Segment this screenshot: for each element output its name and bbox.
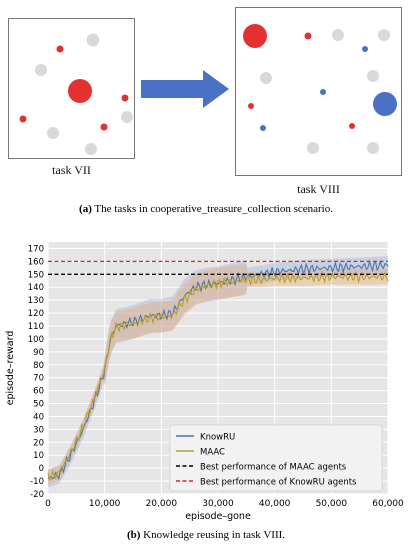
x-tick-label: 10,000	[89, 499, 121, 509]
blue-treasure-bank	[373, 92, 397, 116]
legend-label-maac: MAAC	[200, 448, 225, 458]
task-vii-panel	[8, 18, 135, 159]
red-agent	[349, 123, 355, 129]
y-tick-label: 130	[28, 296, 44, 306]
x-tick-label: 50,000	[316, 499, 348, 509]
series-lines	[47, 259, 389, 482]
x-axis-ticks: 0 10,000 20,000 30,000 40,000 50,000 60,000	[45, 499, 404, 509]
y-tick-label: 70	[33, 374, 44, 384]
variance-bands	[48, 256, 388, 488]
gray-landmark	[85, 143, 97, 155]
y-tick-label: 40	[33, 412, 44, 422]
variance-band	[48, 256, 388, 488]
red-agent	[19, 115, 27, 123]
legend-label-knowru: KnowRU	[200, 433, 235, 443]
task-vii-scene	[19, 33, 133, 155]
red-agent	[100, 123, 108, 131]
legend-label-best-maac: Best performance of MAAC agents	[200, 463, 347, 473]
task-viii-scene	[243, 24, 397, 154]
task-vii-label: task VII	[52, 163, 91, 177]
gray-landmark	[260, 72, 272, 84]
y-tick-label: 20	[33, 438, 44, 448]
legend: KnowRU MAAC Best performance of MAAC age…	[169, 424, 383, 492]
blue-agent	[320, 89, 326, 95]
y-tick-label: 0	[39, 464, 44, 474]
y-tick-label: 50	[33, 400, 44, 410]
reward-chart: 0 10,000 20,000 30,000 40,000 50,000 60,000 -2…	[5, 242, 404, 522]
red-agent	[56, 45, 64, 53]
gray-landmark	[121, 111, 133, 123]
gray-landmark	[378, 29, 390, 41]
gray-landmark	[367, 142, 379, 154]
x-tick-label: 20,000	[146, 499, 178, 509]
y-tick-label: 100	[28, 335, 44, 345]
gray-landmark	[47, 127, 59, 139]
y-tick-label: 30	[33, 425, 44, 435]
x-tick-label: 60,000	[372, 499, 404, 509]
series-line	[47, 270, 389, 482]
variance-band	[48, 264, 388, 485]
y-axis-label: episode–reward	[5, 331, 16, 406]
gray-landmark	[367, 70, 379, 82]
transition-arrow-icon	[141, 70, 229, 108]
y-tick-label: 160	[28, 257, 44, 267]
gray-landmark	[35, 64, 47, 76]
y-tick-label: 10	[33, 451, 44, 461]
x-tick-label: 0	[45, 499, 51, 509]
figure-b-caption: (b) Knowledge reusing in task VIII.	[0, 529, 412, 541]
figure-b-tag: (b)	[126, 529, 141, 541]
y-tick-label: -20	[30, 490, 44, 500]
y-axis-ticks: -20 -10 0 10 20 30 40 50 60 70 80 90 100 110 120 130 140…	[28, 244, 44, 500]
blue-agent	[362, 46, 368, 52]
red-agent	[121, 94, 129, 102]
figure-a-tag: (a)	[79, 203, 92, 215]
red-agent	[248, 103, 254, 109]
y-tick-label: 60	[33, 387, 44, 397]
y-tick-label: 110	[28, 322, 44, 332]
red-treasure-bank	[243, 24, 267, 48]
y-tick-label: 170	[28, 244, 44, 254]
figure-a-caption-text: The tasks in cooperative_treasure_collec…	[94, 203, 333, 215]
blue-agent	[260, 125, 266, 131]
x-tick-label: 40,000	[259, 499, 291, 509]
task-viii-panel	[235, 7, 402, 176]
task-viii-label: task VIII	[297, 182, 340, 196]
figure-b-caption-text: Knowledge reusing in task VIII.	[143, 529, 286, 541]
figure-a-caption: (a) The tasks in cooperative_treasure_co…	[0, 203, 412, 215]
legend-label-best-knowru: Best performance of KnowRU agents	[200, 478, 357, 488]
y-tick-label: -10	[30, 477, 44, 487]
y-tick-label: 150	[28, 270, 44, 280]
gray-landmark	[86, 33, 100, 47]
x-axis-label: episode–gone	[185, 511, 251, 522]
red-agent	[304, 32, 312, 40]
x-tick-label: 30,000	[202, 499, 234, 509]
gray-landmark	[307, 142, 319, 154]
legend-box	[169, 424, 383, 492]
red-treasure-bank	[68, 79, 92, 103]
y-tick-label: 120	[28, 309, 44, 319]
y-tick-label: 90	[33, 348, 44, 358]
y-tick-label: 80	[33, 361, 44, 371]
y-tick-label: 140	[28, 283, 44, 293]
gray-landmark	[332, 29, 344, 41]
